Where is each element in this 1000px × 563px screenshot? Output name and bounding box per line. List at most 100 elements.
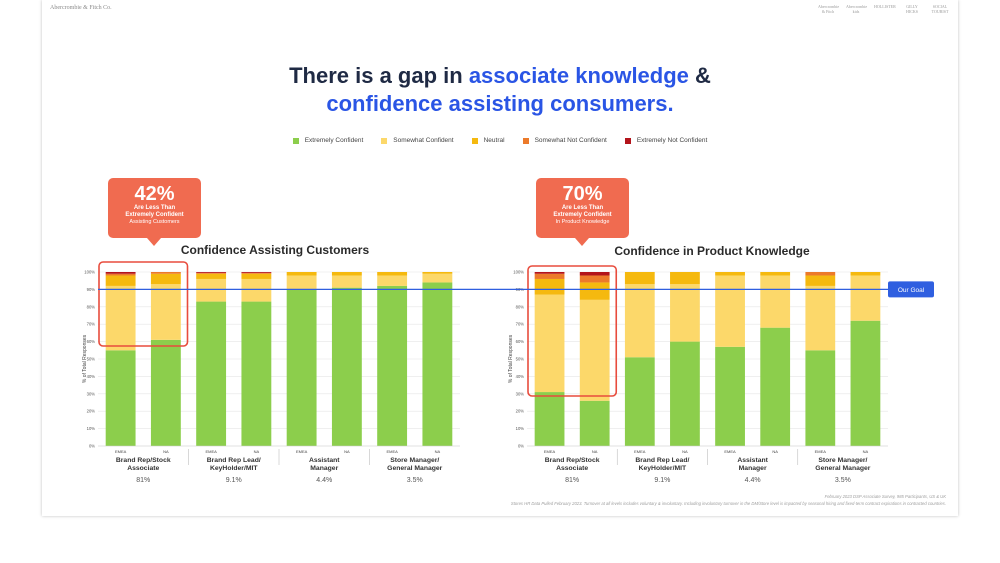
- x-tick-label: NA: [344, 449, 350, 454]
- bar-segment: [715, 275, 745, 347]
- legend-swatch: [381, 137, 388, 144]
- bar-segment: [286, 289, 317, 446]
- highlight-box: [98, 261, 189, 347]
- bar-segment: [150, 272, 181, 274]
- y-tick-label: 0%: [518, 444, 524, 449]
- bar-segment: [196, 278, 227, 302]
- group-label: Brand Rep Lead/: [635, 457, 689, 464]
- bar-segment: [850, 272, 881, 276]
- bar-segment: [715, 346, 745, 446]
- x-tick-label: NA: [163, 449, 169, 454]
- bar-segment: [579, 299, 610, 401]
- bar-segment: [579, 282, 610, 300]
- y-tick-label: 60%: [516, 339, 525, 344]
- group-label: General Manager: [387, 465, 443, 472]
- bar-segment: [150, 284, 181, 340]
- x-tick-label: NA: [772, 449, 778, 454]
- group-label: General Manager: [815, 465, 871, 472]
- bar-segment: [422, 282, 453, 446]
- bar-segment: [150, 273, 181, 285]
- title-highlight-1: associate knowledge: [468, 63, 689, 88]
- bar-segment: [196, 272, 227, 273]
- callout-value: 70%: [562, 183, 603, 205]
- y-tick-label: 20%: [516, 409, 525, 414]
- title-highlight-2: confidence assisting consumers.: [326, 91, 674, 116]
- group-label: Store Manager/: [818, 457, 867, 464]
- bar-segment: [377, 285, 408, 446]
- x-tick-label: EMEA: [544, 449, 556, 454]
- bar-segment: [105, 273, 136, 276]
- legend-swatch: [292, 137, 299, 144]
- brand-logo: Abercrombie & Fitch Co.: [50, 5, 112, 11]
- y-tick-label: 10%: [87, 426, 96, 431]
- goal-label: Our Goal: [898, 287, 925, 294]
- x-tick-label: EMEA: [634, 449, 646, 454]
- y-tick-label: 80%: [87, 304, 96, 309]
- bar-segment: [760, 272, 791, 276]
- callout-line: Assisting Customers: [129, 219, 180, 225]
- y-tick-label: 10%: [516, 426, 525, 431]
- legend: Extremely Confident Somewhat Confident N…: [42, 137, 958, 144]
- brand-logos: Abercrombie & Fitch Abercrombie kids HOL…: [818, 4, 950, 14]
- callout-line: Extremely Confident: [125, 212, 184, 218]
- legend-swatch: [624, 137, 631, 144]
- x-tick-label: EMEA: [115, 449, 127, 454]
- group-label: Assistant: [737, 457, 768, 464]
- bar-segment: [534, 278, 565, 295]
- bar-segment: [805, 272, 836, 276]
- y-axis-label: % of Total Responses: [508, 334, 514, 383]
- bar-segment: [850, 320, 881, 446]
- y-tick-label: 70%: [87, 322, 96, 327]
- bar-segment: [331, 287, 362, 446]
- y-tick-label: 20%: [87, 409, 96, 414]
- footnote-1: February 2023 DSP Associate Survey, 985 …: [824, 494, 946, 499]
- legend-swatch: [471, 137, 478, 144]
- group-label: Brand Rep/Stock: [545, 457, 600, 464]
- group-label: Manager: [739, 465, 767, 472]
- bar-segment: [377, 272, 408, 276]
- group-percentage: 81%: [565, 477, 579, 484]
- bar-segment: [760, 275, 791, 328]
- bar-segment: [422, 273, 453, 283]
- bar-segment: [286, 272, 317, 276]
- charts-svg: Confidence Assisting Customers 0% 10% 20% 30…: [82, 243, 934, 484]
- bar-segment: [241, 278, 272, 302]
- slide-title: There is a gap in associate knowledge & …: [42, 62, 958, 118]
- y-tick-label: 80%: [516, 304, 525, 309]
- bar-segment: [624, 357, 655, 446]
- bar-segment: [715, 272, 745, 276]
- callout-value: 42%: [134, 183, 175, 205]
- y-tick-label: 50%: [516, 357, 525, 362]
- group-percentage: 3.5%: [835, 477, 851, 484]
- legend-label: Neutral: [483, 137, 505, 144]
- group-label: Associate: [127, 465, 159, 472]
- bar-segment: [196, 273, 227, 279]
- footnote-2: Stores HR Data Pulled February 2023. Tur…: [510, 501, 946, 506]
- slide: Abercrombie & Fitch Co. Abercrombie & Fi…: [42, 0, 958, 516]
- legend-item: Somewhat Not Confident: [522, 137, 607, 144]
- bar-segment: [850, 275, 881, 321]
- bar-segment: [534, 294, 565, 393]
- legend-label: Extremely Not Confident: [636, 137, 708, 144]
- logo-social-tourist: SOCIAL TOURIST: [931, 4, 949, 14]
- y-tick-label: 30%: [87, 391, 96, 396]
- group-label: Manager: [310, 465, 338, 472]
- group-percentage: 9.1%: [226, 477, 242, 484]
- group-label: Store Manager/: [390, 457, 439, 464]
- legend-item: Extremely Confident: [292, 137, 363, 144]
- legend-swatch: [522, 137, 529, 144]
- group-percentage: 4.4%: [745, 477, 761, 484]
- chart-title: Confidence in Product Knowledge: [614, 244, 810, 258]
- bar-segment: [422, 272, 453, 274]
- bar-segment: [805, 285, 836, 351]
- bar-segment: [579, 400, 610, 446]
- bar-segment: [760, 327, 791, 446]
- callout-line: Are Less Than: [133, 205, 176, 211]
- goal-badge: [888, 281, 934, 298]
- x-tick-label: EMEA: [724, 449, 736, 454]
- y-tick-label: 100%: [513, 270, 524, 275]
- y-tick-label: 50%: [87, 357, 96, 362]
- bar-segment: [534, 273, 565, 279]
- y-tick-label: 60%: [87, 339, 96, 344]
- group-label: KeyHolder/MIT: [639, 465, 687, 472]
